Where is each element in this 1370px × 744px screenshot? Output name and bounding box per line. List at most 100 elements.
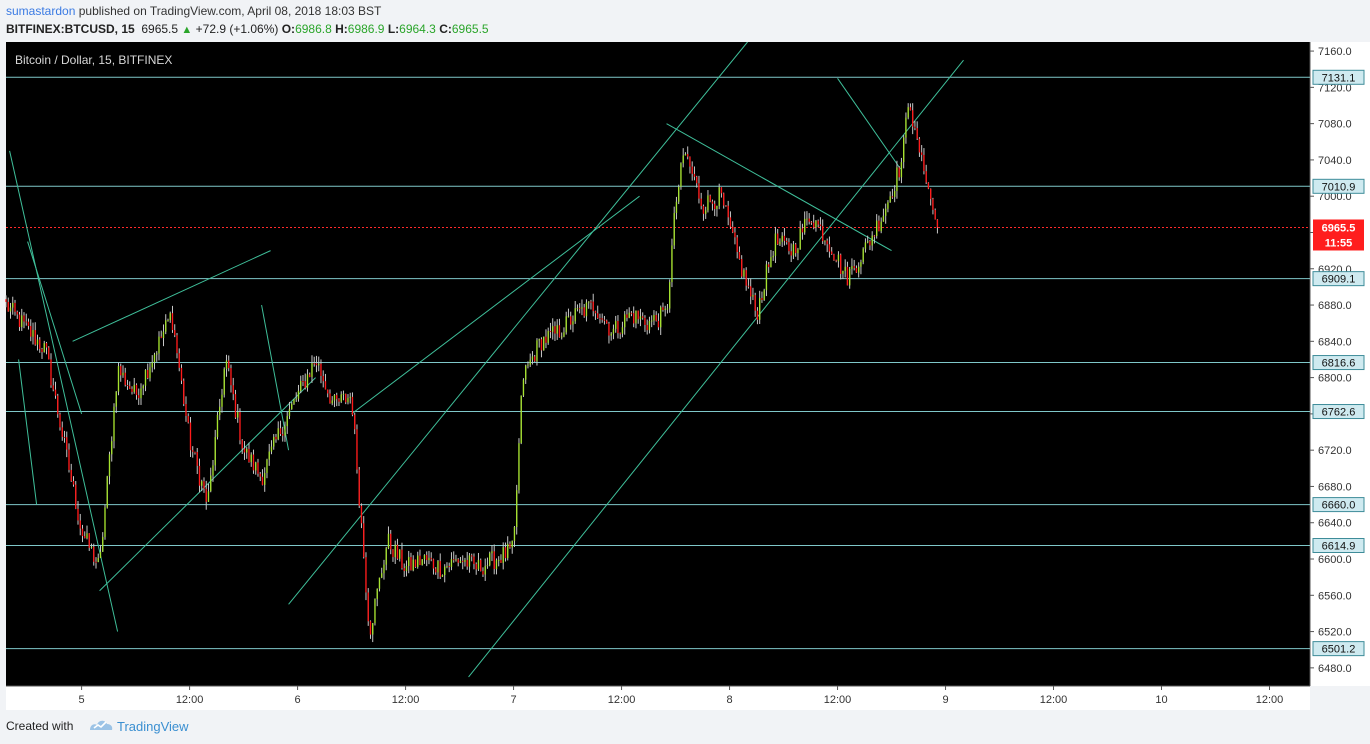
candle-down (912, 110, 914, 127)
candle-up (907, 107, 909, 118)
level-label: 6614.9 (1322, 540, 1356, 552)
candle-down (365, 557, 367, 593)
candle-up (759, 297, 761, 320)
candle-up (628, 312, 630, 318)
chart-header: sumastardon published on TradingView.com… (0, 0, 1370, 42)
candle-up (671, 245, 673, 283)
candle-up (864, 242, 867, 249)
candle-up (207, 491, 210, 502)
trendline[interactable] (9, 150, 119, 632)
candle-down (462, 560, 464, 562)
candle-down (619, 333, 621, 335)
candle-up (108, 454, 111, 477)
candle-down (419, 555, 421, 566)
author-link[interactable]: sumastardon (6, 4, 76, 18)
candle-down (390, 533, 392, 550)
candle-down (822, 226, 824, 242)
candle-up (561, 336, 563, 338)
time-tick-label: 8 (726, 694, 732, 706)
candle-down (795, 244, 797, 254)
open-value: 6986.8 (295, 22, 332, 36)
level-label-box (1312, 355, 1365, 371)
candle-down (711, 201, 714, 204)
candle-down (124, 372, 126, 386)
trendline[interactable] (72, 250, 271, 342)
candle-up (581, 307, 583, 309)
candle-down (426, 554, 428, 561)
candle-up (718, 187, 720, 206)
trendline[interactable] (837, 77, 901, 170)
candle-up (291, 403, 293, 410)
candle-up (405, 565, 408, 572)
candle-up (588, 301, 590, 303)
level-label: 6762.6 (1322, 407, 1356, 419)
candle-up (556, 325, 558, 334)
candle-down (741, 259, 743, 277)
candle-up (421, 559, 423, 566)
candle-down (817, 220, 819, 225)
candle-down (846, 266, 849, 286)
trendline[interactable] (351, 195, 640, 415)
candle-up (106, 476, 108, 508)
candle-up (770, 257, 772, 268)
candle-down (826, 240, 828, 245)
candle-up (9, 307, 12, 312)
candle-down (786, 240, 788, 243)
candle-down (66, 437, 68, 450)
price-tick-label: 6480.0 (1318, 663, 1352, 675)
trendline[interactable] (27, 241, 83, 415)
level-label-box (1312, 497, 1365, 513)
candle-down (75, 484, 77, 509)
candle-up (585, 302, 588, 317)
candle-down (725, 205, 727, 207)
candle-down (126, 385, 129, 387)
candle-up (763, 290, 765, 300)
candle-down (369, 621, 372, 635)
candle-down (196, 452, 198, 466)
candle-down (174, 330, 176, 336)
candle-up (264, 472, 266, 485)
up-triangle-icon: ▲ (181, 24, 193, 36)
candle-up (516, 490, 518, 528)
candle-up (311, 363, 313, 377)
candle-down (828, 244, 831, 252)
price-chart[interactable]: 6480.0 6520.0 6560.0 6600.0 6640.0 6680.0 6720… (0, 42, 1370, 710)
candle-up (347, 398, 349, 403)
candle-up (765, 264, 768, 291)
price-tick-label: 6600.0 (1318, 554, 1352, 566)
candle-up (223, 368, 225, 395)
candle-up (214, 437, 216, 466)
candle-down (808, 218, 810, 222)
candle-down (95, 561, 97, 563)
level-label-box (1312, 404, 1365, 420)
candle-up (498, 559, 500, 561)
candle-up (225, 360, 228, 369)
candle-down (327, 389, 329, 394)
trendline[interactable] (261, 304, 290, 451)
candle-down (509, 543, 511, 548)
candle-down (592, 301, 594, 312)
trendline[interactable] (468, 59, 964, 678)
trendline[interactable] (666, 123, 892, 252)
candle-up (32, 330, 34, 337)
candle-down (583, 307, 585, 317)
trendlines-layer (9, 42, 964, 678)
candle-down (687, 154, 689, 157)
candle-up (381, 573, 383, 578)
candle-up (887, 202, 889, 209)
candle-up (502, 547, 504, 563)
candle-up (772, 255, 774, 258)
candle-up (318, 363, 320, 366)
candle-down (324, 381, 327, 390)
trendline[interactable] (18, 359, 38, 505)
trendline[interactable] (99, 377, 316, 592)
time-tick-label: 7 (510, 694, 516, 706)
candle-up (673, 213, 675, 246)
candle-up (774, 233, 777, 256)
candle-down (5, 299, 7, 302)
trendline[interactable] (288, 42, 748, 605)
candle-up (408, 557, 410, 566)
tradingview-brand-link[interactable]: TradingView (117, 719, 189, 734)
level-label: 6909.1 (1322, 274, 1356, 286)
candle-up (158, 336, 160, 354)
